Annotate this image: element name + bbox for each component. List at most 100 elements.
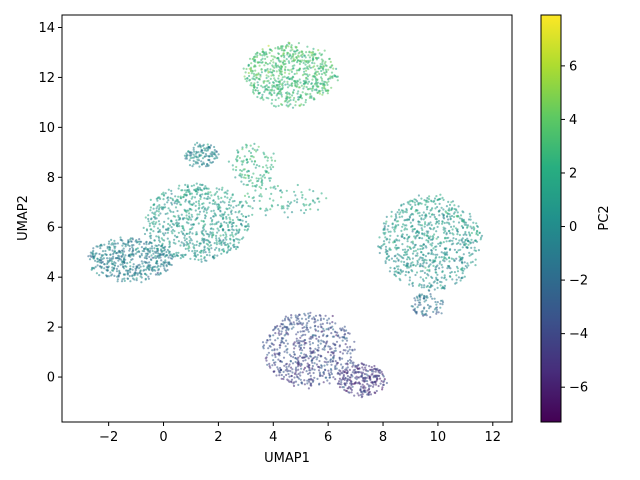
scatter-point [343, 388, 346, 391]
scatter-point [468, 233, 471, 236]
scatter-point [417, 223, 420, 226]
scatter-point [303, 85, 306, 88]
scatter-point [294, 100, 297, 103]
scatter-point [324, 68, 328, 71]
scatter-point [425, 262, 428, 265]
scatter-point [248, 180, 251, 183]
scatter-point [226, 196, 229, 199]
scatter-point [285, 339, 288, 342]
scatter-point [361, 362, 364, 365]
scatter-point [244, 77, 247, 81]
scatter-point [205, 211, 208, 214]
scatter-point [324, 60, 327, 64]
scatter-point [132, 263, 135, 266]
scatter-point [205, 209, 208, 212]
scatter-point [330, 371, 333, 374]
scatter-point [416, 248, 419, 251]
scatter-point [120, 260, 123, 263]
scatter-point [180, 197, 183, 200]
scatter-point [187, 222, 190, 225]
scatter-point [364, 376, 367, 379]
scatter-point [305, 328, 308, 331]
scatter-point [275, 84, 279, 87]
scatter-point [282, 377, 285, 381]
scatter-point [285, 373, 288, 377]
scatter-point [167, 262, 170, 266]
scatter-point [269, 186, 272, 189]
scatter-point [265, 170, 268, 173]
scatter-point [262, 98, 265, 101]
scatter-point [212, 209, 215, 212]
scatter-point [91, 267, 94, 270]
scatter-point [288, 77, 291, 80]
scatter-point [245, 220, 248, 223]
scatter-point [283, 364, 286, 367]
scatter-point [317, 346, 320, 349]
scatter-point [404, 227, 407, 230]
scatter-point [303, 70, 306, 73]
scatter-point [263, 54, 266, 57]
scatter-point [446, 212, 449, 215]
scatter-point [156, 205, 159, 208]
scatter-point [445, 240, 448, 243]
scatter-point [315, 88, 318, 91]
scatter-point [177, 222, 180, 225]
scatter-point [297, 317, 300, 320]
scatter-point [332, 328, 335, 331]
scatter-point [253, 199, 256, 202]
scatter-point [426, 303, 429, 307]
scatter-point [191, 250, 194, 253]
scatter-point [360, 375, 363, 378]
scatter-point [188, 239, 191, 242]
scatter-point [155, 209, 158, 213]
scatter-point [393, 226, 396, 229]
scatter-point [476, 230, 479, 233]
scatter-point [325, 361, 328, 364]
scatter-point [247, 169, 250, 172]
scatter-point [234, 169, 238, 172]
scatter-point [286, 51, 289, 55]
scatter-point [306, 93, 309, 96]
scatter-point [118, 271, 121, 274]
scatter-point [458, 255, 461, 258]
scatter-point [264, 214, 267, 217]
scatter-point [239, 218, 242, 221]
scatter-point [131, 277, 135, 280]
scatter-point [216, 156, 219, 159]
scatter-point [370, 370, 374, 373]
scatter-point [393, 273, 396, 276]
scatter-point [299, 336, 302, 339]
scatter-point [237, 241, 240, 244]
scatter-point [209, 223, 212, 226]
scatter-point [195, 243, 198, 247]
scatter-point [218, 188, 221, 191]
scatter-point [419, 270, 422, 273]
scatter-point [216, 254, 219, 257]
scatter-point [100, 244, 103, 247]
scatter-point [311, 367, 314, 370]
scatter-point [449, 217, 452, 220]
scatter-point [428, 282, 431, 285]
scatter-point [395, 244, 398, 247]
scatter-point [433, 288, 436, 291]
scatter-point [388, 270, 391, 273]
scatter-point [306, 326, 309, 330]
scatter-point [210, 210, 213, 213]
scatter-point [444, 236, 447, 239]
scatter-point [317, 56, 320, 60]
scatter-point [200, 160, 203, 163]
scatter-point [455, 214, 458, 218]
scatter-point [247, 71, 250, 75]
scatter-point [428, 258, 431, 262]
scatter-point [288, 318, 291, 321]
scatter-point [345, 329, 348, 332]
scatter-point [202, 143, 205, 146]
scatter-point [269, 168, 273, 171]
scatter-point [314, 328, 317, 331]
scatter-point [164, 259, 167, 262]
scatter-point [245, 80, 248, 83]
scatter-point [307, 372, 310, 376]
scatter-point [161, 263, 164, 266]
scatter-point [134, 267, 137, 270]
scatter-point [259, 97, 262, 100]
